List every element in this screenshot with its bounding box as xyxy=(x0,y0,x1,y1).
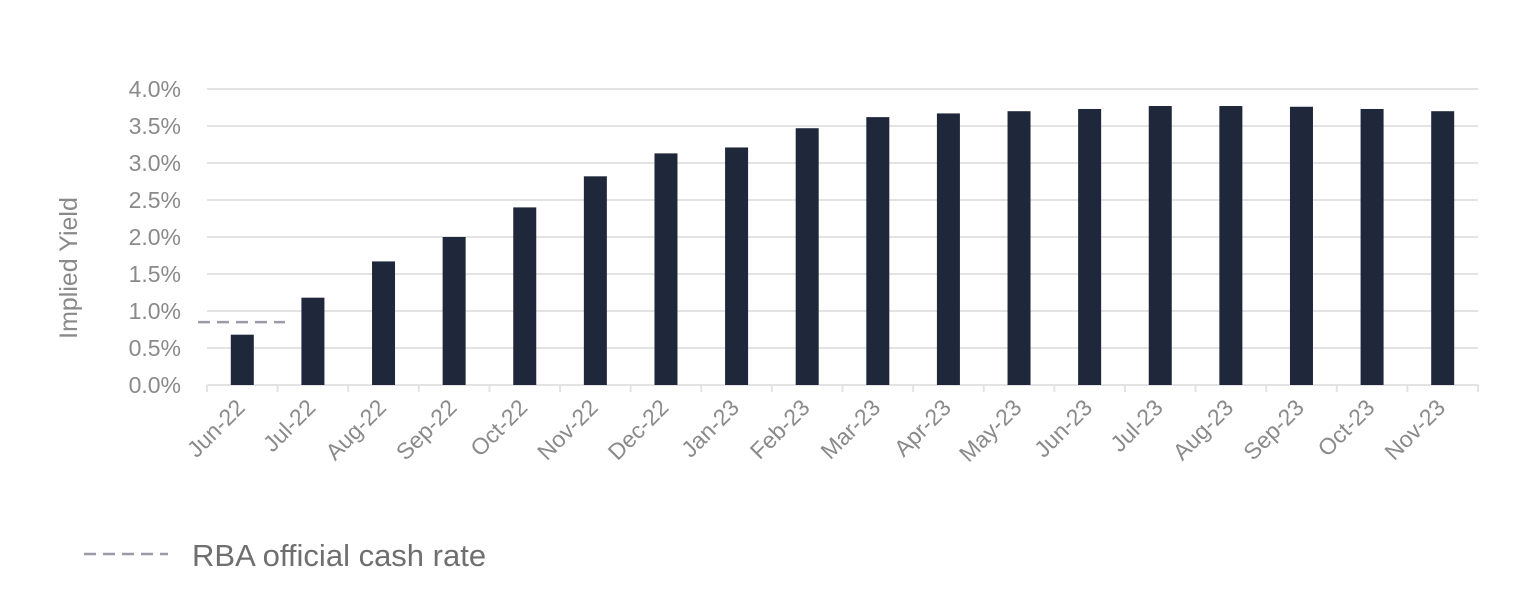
bars xyxy=(230,106,1455,386)
legend: RBA official cash rate xyxy=(84,538,486,573)
bar-jul-22 xyxy=(301,297,325,385)
y-tick-label: 4.0% xyxy=(129,76,181,102)
x-tick-label: Nov-22 xyxy=(532,394,603,465)
bar-oct-22 xyxy=(513,207,537,385)
x-tick-label: Feb-23 xyxy=(745,394,815,464)
x-tick-label: Nov-23 xyxy=(1379,394,1450,465)
bar-nov-23 xyxy=(1431,111,1455,385)
y-tick-label: 0.5% xyxy=(129,335,181,361)
x-tick-label: Oct-23 xyxy=(1312,394,1379,461)
x-tick-label: Jul-22 xyxy=(258,394,321,457)
bar-jan-23 xyxy=(725,147,749,385)
y-axis-ticks: 0.0% 0.5% 1.0% 1.5% 2.0% 2.5% 3.0% 3.5% 4.0% xyxy=(129,76,181,398)
bar-mar-23 xyxy=(866,117,890,386)
y-tick-label: 3.5% xyxy=(129,113,181,139)
bar-aug-22 xyxy=(372,261,396,385)
bar-sep-22 xyxy=(442,237,466,385)
bar-sep-23 xyxy=(1289,106,1313,385)
y-axis-title: Implied Yield xyxy=(55,197,83,339)
y-tick-label: 2.5% xyxy=(129,187,181,213)
x-tick-label: Sep-22 xyxy=(391,394,462,465)
y-tick-label: 1.0% xyxy=(129,298,181,324)
x-tick-label: Dec-22 xyxy=(603,394,674,465)
bar-jun-23 xyxy=(1078,108,1102,385)
bar-dec-22 xyxy=(654,153,678,385)
x-tick-label: Jul-23 xyxy=(1105,394,1168,457)
x-tick-label: Jan-23 xyxy=(676,394,744,462)
x-tick-label: Aug-23 xyxy=(1168,394,1239,465)
y-tick-label: 1.5% xyxy=(129,261,181,287)
x-tick-label: Mar-23 xyxy=(815,394,885,464)
y-tick-label: 0.0% xyxy=(129,372,181,398)
grid-lines xyxy=(207,88,1478,386)
x-tick-label: Aug-22 xyxy=(320,394,391,465)
x-tick-label: Sep-23 xyxy=(1238,394,1309,465)
y-tick-label: 2.0% xyxy=(129,224,181,250)
bar-aug-23 xyxy=(1219,106,1243,386)
x-tick-label: Apr-23 xyxy=(889,394,956,461)
x-tick-label: Jun-22 xyxy=(182,394,250,462)
x-tick-label: May-23 xyxy=(954,394,1027,467)
bar-jun-22 xyxy=(230,334,254,385)
y-tick-label: 3.0% xyxy=(129,150,181,176)
bar-feb-23 xyxy=(795,128,819,385)
bar-oct-23 xyxy=(1360,108,1384,385)
x-tick-label: Jun-23 xyxy=(1029,394,1097,462)
x-axis-ticks: Jun-22 Jul-22 Aug-22 Sep-22 Oct-22 Nov-22 Dec-… xyxy=(182,385,1479,467)
bar-may-23 xyxy=(1007,111,1031,385)
x-tick-label: Oct-22 xyxy=(465,394,532,461)
bar-apr-23 xyxy=(936,113,960,386)
bar-nov-22 xyxy=(583,176,607,385)
legend-label: RBA official cash rate xyxy=(192,538,486,573)
bar-jul-23 xyxy=(1148,106,1172,386)
